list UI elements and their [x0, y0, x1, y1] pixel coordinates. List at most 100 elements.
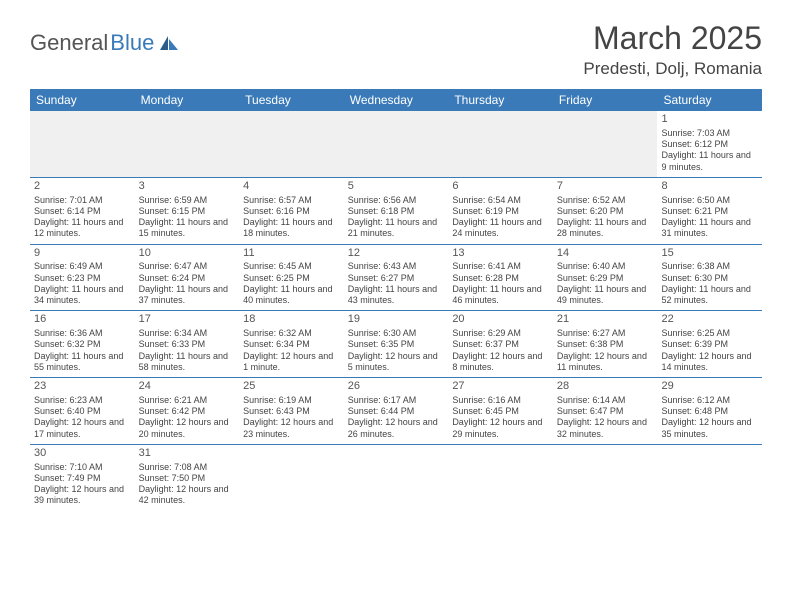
daylight-text: Daylight: 11 hours and 43 minutes. [348, 284, 445, 307]
daylight-text: Daylight: 11 hours and 40 minutes. [243, 284, 340, 307]
calendar-cell: 29Sunrise: 6:12 AMSunset: 6:48 PMDayligh… [657, 378, 762, 444]
day-number: 5 [348, 180, 445, 194]
day-number: 4 [243, 180, 340, 194]
day-number: 18 [243, 313, 340, 327]
sunset-text: Sunset: 6:16 PM [243, 206, 340, 217]
daylight-text: Daylight: 11 hours and 24 minutes. [452, 217, 549, 240]
calendar-cell: 10Sunrise: 6:47 AMSunset: 6:24 PMDayligh… [135, 245, 240, 311]
calendar-cell: 6Sunrise: 6:54 AMSunset: 6:19 PMDaylight… [448, 178, 553, 244]
logo-text-blue: Blue [110, 30, 154, 56]
daylight-text: Daylight: 11 hours and 31 minutes. [661, 217, 758, 240]
day-number: 24 [139, 380, 236, 394]
daylight-text: Daylight: 11 hours and 12 minutes. [34, 217, 131, 240]
sunrise-text: Sunrise: 6:23 AM [34, 395, 131, 406]
sunset-text: Sunset: 7:50 PM [139, 473, 236, 484]
day-number: 13 [452, 247, 549, 261]
sunset-text: Sunset: 6:38 PM [557, 339, 654, 350]
calendar-week: 9Sunrise: 6:49 AMSunset: 6:23 PMDaylight… [30, 245, 762, 312]
sunset-text: Sunset: 6:47 PM [557, 406, 654, 417]
day-number: 30 [34, 447, 131, 461]
day-number: 22 [661, 313, 758, 327]
calendar-cell: 30Sunrise: 7:10 AMSunset: 7:49 PMDayligh… [30, 445, 135, 511]
sunset-text: Sunset: 6:45 PM [452, 406, 549, 417]
sunrise-text: Sunrise: 6:29 AM [452, 328, 549, 339]
weekday-header: Monday [135, 89, 240, 111]
daylight-text: Daylight: 11 hours and 37 minutes. [139, 284, 236, 307]
sunset-text: Sunset: 6:21 PM [661, 206, 758, 217]
sunrise-text: Sunrise: 6:49 AM [34, 261, 131, 272]
calendar-week: 1Sunrise: 7:03 AMSunset: 6:12 PMDaylight… [30, 111, 762, 178]
day-number: 3 [139, 180, 236, 194]
day-number: 20 [452, 313, 549, 327]
day-number: 1 [661, 113, 758, 127]
sunset-text: Sunset: 6:48 PM [661, 406, 758, 417]
sunset-text: Sunset: 6:37 PM [452, 339, 549, 350]
daylight-text: Daylight: 11 hours and 34 minutes. [34, 284, 131, 307]
calendar-cell: 9Sunrise: 6:49 AMSunset: 6:23 PMDaylight… [30, 245, 135, 311]
month-title: March 2025 [583, 20, 762, 57]
calendar-cell-empty [30, 111, 135, 177]
sunset-text: Sunset: 6:30 PM [661, 273, 758, 284]
day-number: 28 [557, 380, 654, 394]
calendar-cell: 26Sunrise: 6:17 AMSunset: 6:44 PMDayligh… [344, 378, 449, 444]
calendar-cell-empty [239, 445, 344, 511]
calendar-cell-empty [448, 111, 553, 177]
day-number: 31 [139, 447, 236, 461]
day-number: 8 [661, 180, 758, 194]
sunrise-text: Sunrise: 6:34 AM [139, 328, 236, 339]
sunset-text: Sunset: 6:15 PM [139, 206, 236, 217]
daylight-text: Daylight: 11 hours and 55 minutes. [34, 351, 131, 374]
sunset-text: Sunset: 7:49 PM [34, 473, 131, 484]
sunrise-text: Sunrise: 6:54 AM [452, 195, 549, 206]
day-number: 2 [34, 180, 131, 194]
day-number: 16 [34, 313, 131, 327]
sunset-text: Sunset: 6:39 PM [661, 339, 758, 350]
daylight-text: Daylight: 12 hours and 35 minutes. [661, 417, 758, 440]
daylight-text: Daylight: 12 hours and 32 minutes. [557, 417, 654, 440]
calendar-cell: 21Sunrise: 6:27 AMSunset: 6:38 PMDayligh… [553, 311, 658, 377]
calendar-grid: SundayMondayTuesdayWednesdayThursdayFrid… [30, 89, 762, 511]
calendar-cell: 20Sunrise: 6:29 AMSunset: 6:37 PMDayligh… [448, 311, 553, 377]
sunrise-text: Sunrise: 6:56 AM [348, 195, 445, 206]
sunrise-text: Sunrise: 7:08 AM [139, 462, 236, 473]
logo-text-general: General [30, 30, 108, 56]
calendar-cell: 15Sunrise: 6:38 AMSunset: 6:30 PMDayligh… [657, 245, 762, 311]
calendar-cell: 31Sunrise: 7:08 AMSunset: 7:50 PMDayligh… [135, 445, 240, 511]
calendar-cell: 28Sunrise: 6:14 AMSunset: 6:47 PMDayligh… [553, 378, 658, 444]
weekday-header: Sunday [30, 89, 135, 111]
sunrise-text: Sunrise: 6:25 AM [661, 328, 758, 339]
calendar-week: 23Sunrise: 6:23 AMSunset: 6:40 PMDayligh… [30, 378, 762, 445]
calendar-cell: 25Sunrise: 6:19 AMSunset: 6:43 PMDayligh… [239, 378, 344, 444]
daylight-text: Daylight: 11 hours and 52 minutes. [661, 284, 758, 307]
weekday-header: Saturday [657, 89, 762, 111]
daylight-text: Daylight: 12 hours and 8 minutes. [452, 351, 549, 374]
calendar-cell: 4Sunrise: 6:57 AMSunset: 6:16 PMDaylight… [239, 178, 344, 244]
sunrise-text: Sunrise: 6:36 AM [34, 328, 131, 339]
sunset-text: Sunset: 6:42 PM [139, 406, 236, 417]
sunset-text: Sunset: 6:23 PM [34, 273, 131, 284]
sunset-text: Sunset: 6:28 PM [452, 273, 549, 284]
day-number: 14 [557, 247, 654, 261]
sunrise-text: Sunrise: 6:14 AM [557, 395, 654, 406]
daylight-text: Daylight: 11 hours and 46 minutes. [452, 284, 549, 307]
sunset-text: Sunset: 6:24 PM [139, 273, 236, 284]
day-number: 17 [139, 313, 236, 327]
sunset-text: Sunset: 6:40 PM [34, 406, 131, 417]
sunrise-text: Sunrise: 6:41 AM [452, 261, 549, 272]
sunrise-text: Sunrise: 6:40 AM [557, 261, 654, 272]
day-number: 6 [452, 180, 549, 194]
calendar-cell-empty [657, 445, 762, 511]
day-number: 9 [34, 247, 131, 261]
weekday-header: Tuesday [239, 89, 344, 111]
sunrise-text: Sunrise: 6:16 AM [452, 395, 549, 406]
sunset-text: Sunset: 6:12 PM [661, 139, 758, 150]
calendar-cell-empty [448, 445, 553, 511]
daylight-text: Daylight: 11 hours and 28 minutes. [557, 217, 654, 240]
day-number: 27 [452, 380, 549, 394]
sunrise-text: Sunrise: 6:52 AM [557, 195, 654, 206]
sunset-text: Sunset: 6:43 PM [243, 406, 340, 417]
day-number: 12 [348, 247, 445, 261]
sunset-text: Sunset: 6:32 PM [34, 339, 131, 350]
sunrise-text: Sunrise: 6:19 AM [243, 395, 340, 406]
day-number: 26 [348, 380, 445, 394]
